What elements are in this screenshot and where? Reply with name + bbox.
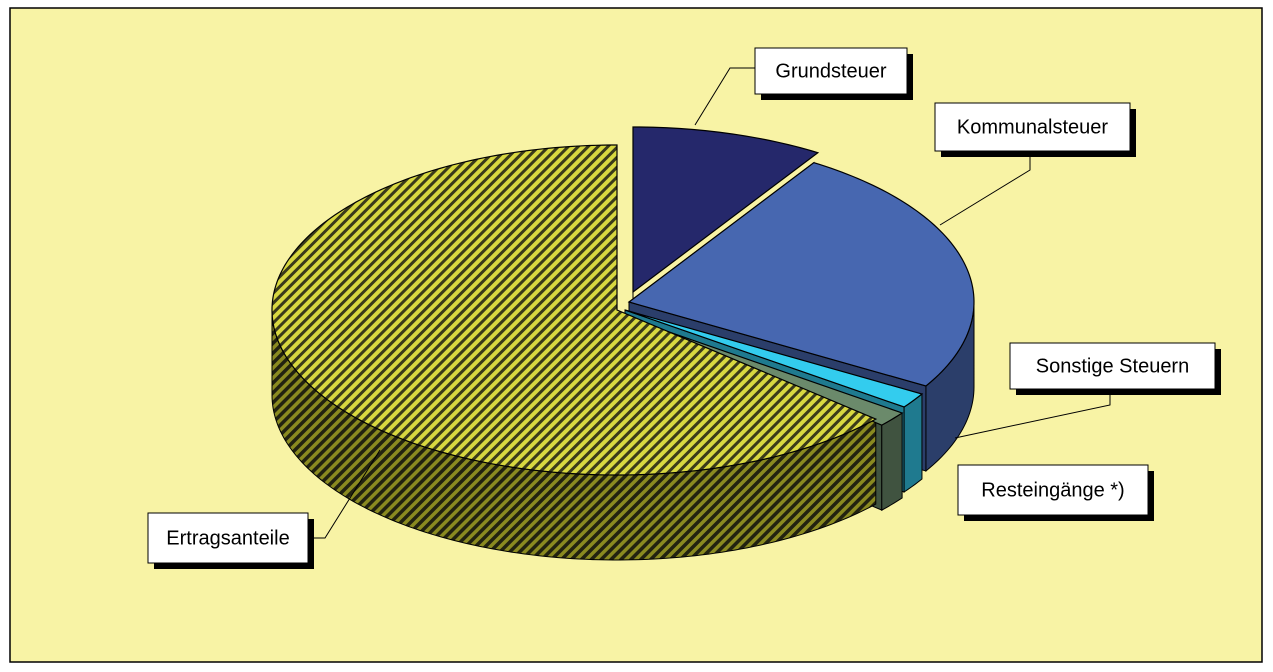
slice-side	[903, 392, 923, 493]
slice	[632, 126, 820, 294]
slice-label: Resteingänge *)	[981, 479, 1124, 501]
slice	[271, 144, 878, 476]
slice-label: Ertragsanteile	[166, 527, 289, 549]
label-box	[754, 47, 908, 95]
slice	[627, 162, 975, 387]
leader-line	[939, 151, 1031, 226]
label-box	[957, 464, 1149, 516]
slice-label: Grundsteuer	[775, 60, 887, 82]
slice	[624, 309, 924, 408]
slice-label: Kommunalsteuer	[957, 116, 1109, 138]
leader-line	[694, 67, 755, 126]
label-box	[934, 102, 1131, 152]
slice-label: Sonstige Steuern	[1036, 355, 1189, 377]
label-box	[1009, 342, 1216, 390]
slice-side	[881, 412, 903, 511]
label-box	[147, 512, 309, 564]
